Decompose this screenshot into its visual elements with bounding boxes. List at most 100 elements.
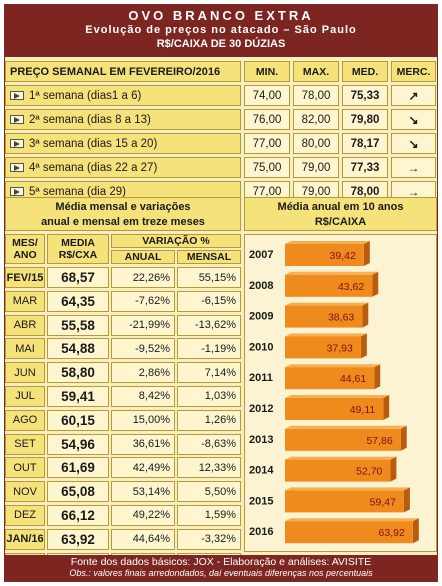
mensal-cell: 1,26% — [177, 409, 241, 431]
col-media-header: MEDIA R$/CXA — [47, 234, 109, 264]
bar-top — [285, 518, 419, 522]
mensal-cell: 1,03% — [177, 385, 241, 407]
table-row: ABR 55,58 -21,99% -13,62% — [5, 314, 241, 336]
bar — [285, 428, 401, 451]
mensal-cell: -1,19% — [177, 338, 241, 360]
trend-up-right-icon: ↗ — [391, 85, 436, 106]
month-cell: JUN — [5, 362, 45, 384]
week-med: 79,80 — [342, 109, 388, 130]
table-row: SET 54,96 36,61% -8,63% — [5, 433, 241, 455]
col-max-header: MAX. — [293, 61, 339, 82]
footer-source: Fonte dos dados básicos: JOX - Elaboraçã… — [70, 556, 372, 568]
mensal-cell: -3,32% — [177, 528, 241, 550]
media-cell: 60,15 — [47, 409, 109, 431]
data-label: 59,47 — [370, 496, 396, 508]
bar — [285, 459, 391, 482]
bar — [285, 274, 373, 297]
monthly-title-line2: anual e mensal em treze meses — [41, 216, 205, 228]
data-label: 38,63 — [328, 312, 354, 324]
anual-cell: 8,42% — [111, 385, 175, 407]
bar-side — [374, 364, 381, 390]
infographic-frame: OVO BRANCO EXTRA Evolução de preços no a… — [4, 4, 438, 582]
bar-side — [412, 518, 419, 544]
mensal-cell: 12,33% — [177, 457, 241, 479]
monthly-title-line1: Média mensal e variações — [55, 201, 191, 213]
mensal-cell: 7,14% — [177, 362, 241, 384]
year-label: 2007 — [249, 249, 273, 261]
annual-bar-chart: 2007 39,42 2008 43,62 2009 38,63 2010 37,93 2011… — [244, 234, 437, 552]
header: OVO BRANCO EXTRA Evolução de preços no a… — [5, 5, 437, 57]
table-row: MAR 64,35 -7,62% -6,15% — [5, 290, 241, 312]
media-cell: 63,92 — [47, 528, 109, 550]
bar-top — [285, 333, 367, 337]
bar-top — [285, 487, 410, 491]
anual-cell: 44,64% — [111, 528, 175, 550]
table-row: AGO 60,15 15,00% 1,26% — [5, 409, 241, 431]
bar-top — [285, 456, 397, 460]
bar-top — [285, 364, 381, 368]
month-cell: MAR — [5, 290, 45, 312]
bar — [285, 244, 364, 266]
weekly-row: 1ª semana (dias1 a 6) 74,00 78,00 75,33 ↗ — [5, 85, 437, 106]
weekly-title: PREÇO SEMANAL EM FEVEREIRO/2016 — [5, 61, 241, 82]
mensal-cell: -13,62% — [177, 314, 241, 336]
table-row: NOV 65,08 53,14% 5,50% — [5, 481, 241, 503]
data-label: 57,86 — [366, 435, 392, 447]
media-cell: 59,41 — [47, 385, 109, 407]
week-min: 75,00 — [244, 157, 290, 178]
weekly-row: 2ª semana (dias 8 a 13) 76,00 82,00 79,80 ↘ — [5, 109, 437, 130]
trend-down-right-icon: ↘ — [391, 109, 436, 130]
data-label: 49,11 — [350, 404, 376, 416]
month-cell: JUL — [5, 385, 45, 407]
col-min-header: MIN. — [244, 61, 290, 82]
week-med: 78,17 — [342, 133, 388, 154]
weekly-price-table: PREÇO SEMANAL EM FEVEREIRO/2016 MIN. MAX… — [5, 61, 437, 205]
media-cell: 55,58 — [47, 314, 109, 336]
anual-cell: 36,61% — [111, 433, 175, 455]
arrow-right-icon — [10, 139, 24, 148]
weekly-row: 3ª semana (dias 15 a 20) 77,00 80,00 78,17 ↘ — [5, 133, 437, 154]
month-cell: MAI — [5, 338, 45, 360]
bar — [285, 398, 384, 420]
anual-cell: 2,86% — [111, 362, 175, 384]
mensal-cell: 55,15% — [177, 267, 241, 288]
anual-cell: 42,49% — [111, 457, 175, 479]
anual-cell: -21,99% — [111, 314, 175, 336]
week-label: 1ª semana (dias1 a 6) — [29, 89, 142, 102]
arrow-right-icon — [10, 187, 24, 196]
data-label: 63,92 — [379, 527, 405, 539]
media-cell: 54,96 — [47, 433, 109, 455]
week-max: 82,00 — [293, 109, 339, 130]
bar-side — [383, 395, 390, 420]
bar-side — [400, 425, 407, 451]
month-cell: FEV/15 — [5, 267, 45, 288]
col-merc-header: MERC. — [391, 61, 436, 82]
anual-cell: 49,22% — [111, 504, 175, 526]
col-mensal-header: MENSAL — [177, 250, 241, 264]
trend-right-icon: → — [391, 157, 436, 178]
table-row: OUT 61,69 42,49% 12,33% — [5, 457, 241, 479]
monthly-section-title: Média mensal e variações anual e mensal … — [5, 197, 241, 231]
year-label: 2012 — [249, 403, 273, 415]
data-label: 37,93 — [327, 342, 353, 354]
week-min: 76,00 — [244, 109, 290, 130]
anual-cell: -9,52% — [111, 338, 175, 360]
anual-cell: -7,62% — [111, 290, 175, 312]
col-med-header: MED. — [342, 61, 388, 82]
week-label: 2ª semana (dias 8 a 13) — [29, 113, 151, 126]
table-row: FEV/15 68,57 22,26% 55,15% — [5, 267, 241, 288]
month-cell: AGO — [5, 409, 45, 431]
bar — [285, 305, 363, 328]
annual-section-title: Média anual em 10 anos R$/CAIXA — [244, 197, 437, 231]
month-cell: NOV — [5, 481, 45, 503]
media-cell: 68,57 — [47, 267, 109, 288]
arrow-right-icon — [10, 115, 24, 124]
annual-title-line1: Média anual em 10 anos — [277, 201, 404, 213]
bar-top — [285, 241, 370, 244]
week-label-cell: 2ª semana (dias 8 a 13) — [5, 109, 241, 130]
table-row: JAN/16 63,92 44,64% -3,32% — [5, 528, 241, 550]
year-label: 2014 — [249, 465, 274, 477]
year-label: 2015 — [249, 495, 273, 507]
trend-down-right-icon: ↘ — [391, 133, 436, 154]
bar-side — [403, 487, 410, 513]
